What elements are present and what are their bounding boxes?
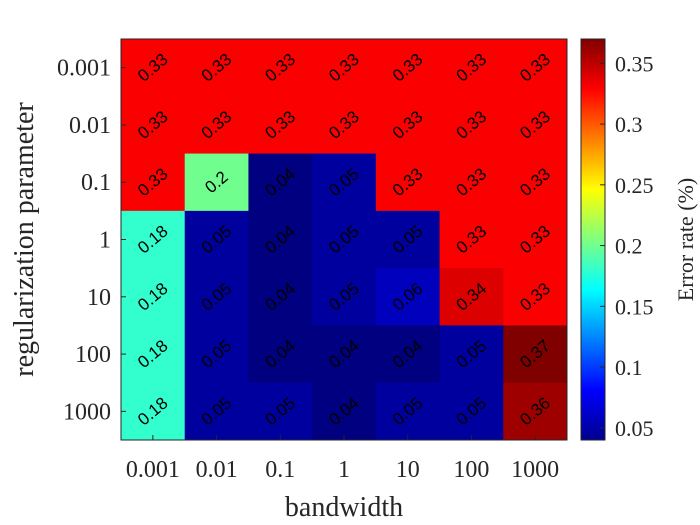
colorbar [580, 38, 606, 441]
heatmap-cell [248, 382, 313, 441]
x-tick-label: 100 [453, 457, 489, 483]
heatmap-cell [439, 325, 504, 384]
heatmap-cell [503, 268, 568, 326]
colorbar-tick-label: 0.35 [615, 51, 654, 76]
heatmap-cell [248, 268, 313, 326]
heatmap-cell [184, 268, 249, 326]
heatmap-cell [439, 382, 504, 441]
heatmap-cell [503, 325, 568, 384]
heatmap-cell [312, 325, 377, 384]
heatmap-cell [439, 210, 504, 269]
heatmap-cell [121, 96, 186, 155]
heatmap-cell [312, 153, 377, 212]
heatmap-cell [184, 39, 249, 97]
x-tick-label: 10 [396, 457, 420, 483]
heatmap-cell [248, 210, 313, 269]
heatmap-cell [184, 153, 249, 212]
y-axis-label: regularization parameter [9, 102, 40, 377]
x-tick-label: 0.01 [196, 457, 238, 483]
heatmap-cell [375, 153, 441, 212]
heatmap-cell [439, 268, 504, 326]
colorbar-label: Error rate (%) [673, 178, 698, 301]
heatmap-cell [312, 96, 377, 155]
y-tick-label: 10 [87, 285, 111, 311]
heatmap-cell [121, 325, 186, 384]
x-tick-label: 0.1 [265, 457, 295, 483]
heatmap-cell [439, 39, 504, 97]
x-tick-label: 1000 [511, 457, 559, 483]
colorbar-ticks: 0.05 0.1 0.15 0.2 0.25 0.3 0.35 [600, 51, 654, 441]
heatmap-cell [184, 210, 249, 269]
colorbar-tick-label: 0.3 [615, 112, 643, 137]
heatmap-cell [503, 39, 568, 97]
y-tick-label: 0.001 [57, 56, 111, 82]
heatmap-cell [375, 96, 441, 155]
heatmap-cell [375, 210, 441, 269]
heatmap-cell [184, 96, 249, 155]
heatmap-cell [184, 382, 249, 441]
heatmap-cell [503, 210, 568, 269]
heatmap-cell [312, 210, 377, 269]
heatmap-cell [503, 153, 568, 212]
colorbar-tick-label: 0.15 [615, 294, 654, 319]
x-tick-label: 0.001 [126, 457, 180, 483]
heatmap-cell [312, 39, 377, 97]
colorbar-tick-label: 0.1 [615, 355, 643, 380]
y-tick-label: 1 [99, 228, 111, 254]
heatmap-cell [439, 96, 504, 155]
heatmap-cell [248, 96, 313, 155]
heatmap-cell [503, 382, 568, 441]
heatmap-cell [248, 325, 313, 384]
heatmap-cell [184, 325, 249, 384]
colorbar-tick-label: 0.25 [615, 173, 654, 198]
heatmap-cell [375, 325, 441, 384]
heatmap-cell [503, 96, 568, 155]
heatmap-cell [248, 153, 313, 212]
heatmap-cell [248, 39, 313, 97]
heatmap-cell [375, 39, 441, 97]
heatmap-cell [121, 39, 186, 97]
y-tick-label: 100 [75, 342, 111, 368]
heatmap-cell [375, 382, 441, 441]
heatmap-cell [312, 268, 377, 326]
y-tick-label: 0.01 [69, 113, 111, 139]
y-tick-label: 0.1 [81, 170, 111, 196]
colorbar-tick-label: 0.05 [615, 416, 654, 441]
heatmap-cell [375, 268, 441, 326]
x-axis-label: bandwidth [285, 492, 403, 523]
heatmap-cells [121, 39, 568, 441]
x-tick-label: 1 [338, 457, 350, 483]
y-axis-ticks: 0.001 0.01 0.1 1 10 100 1000 [57, 56, 126, 425]
heatmap-cell [121, 210, 186, 269]
colorbar-tick-label: 0.2 [615, 234, 643, 259]
heatmap-cell [439, 153, 504, 212]
heatmap-cell [121, 153, 186, 212]
heatmap-cell [121, 382, 186, 441]
y-tick-label: 1000 [63, 399, 111, 425]
heatmap-cell [312, 382, 377, 441]
heatmap-cell [121, 268, 186, 326]
x-axis-ticks: 0.001 0.01 0.1 1 10 100 1000 [126, 435, 559, 483]
